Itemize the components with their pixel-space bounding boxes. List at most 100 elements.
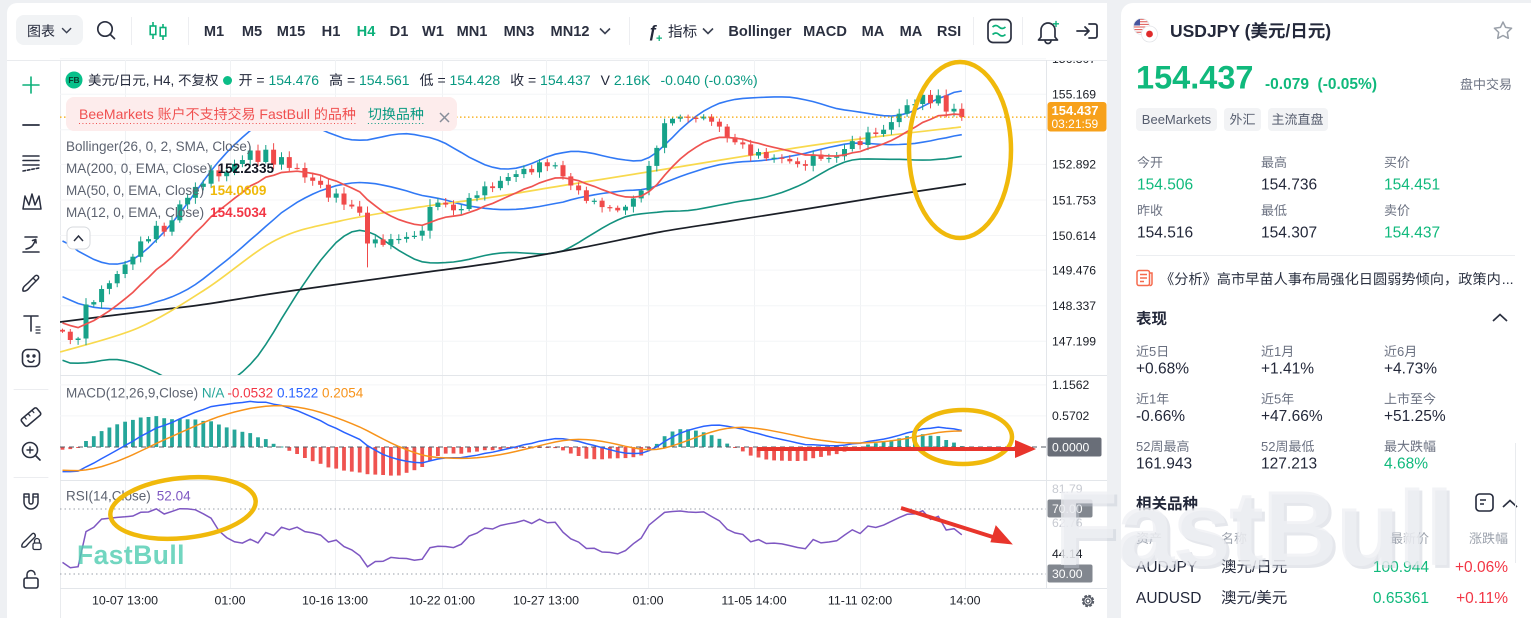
svg-text:03:21:59: 03:21:59 <box>1052 117 1099 131</box>
svg-text:81.79: 81.79 <box>1052 482 1083 496</box>
svg-text:FastBull: FastBull <box>256 106 314 122</box>
svg-text:154.437: 154.437 <box>1384 225 1440 242</box>
svg-text:RSI: RSI <box>937 24 961 40</box>
svg-text:151.753: 151.753 <box>1052 193 1096 207</box>
svg-text:0.1522: 0.1522 <box>277 386 322 401</box>
svg-text:-0.040 (-0.03%): -0.040 (-0.03%) <box>660 72 757 88</box>
svg-text:AUDUSD: AUDUSD <box>1136 590 1201 607</box>
svg-text:154.516: 154.516 <box>1137 225 1193 242</box>
svg-text:-0.079 (-0.05%): -0.079 (-0.05%) <box>1265 76 1377 93</box>
svg-text:): ) <box>1325 21 1331 41</box>
svg-text:MACD(12,26,9,Close): MACD(12,26,9,Close) <box>66 386 202 401</box>
svg-text:154.451: 154.451 <box>1384 177 1440 194</box>
svg-text:H4: H4 <box>357 24 377 40</box>
svg-text:147.199: 147.199 <box>1052 335 1096 349</box>
svg-text:154.428: 154.428 <box>450 72 501 88</box>
svg-text:52: 52 <box>1136 439 1151 454</box>
svg-text:+4.73%: +4.73% <box>1384 361 1437 378</box>
svg-text:10-22 01:00: 10-22 01:00 <box>409 594 475 608</box>
svg-text:44.14: 44.14 <box>1052 547 1083 561</box>
svg-text:H1: H1 <box>322 24 341 40</box>
svg-text:+0.11%: +0.11% <box>1456 590 1508 607</box>
svg-text:+0.06%: +0.06% <box>1455 559 1508 576</box>
svg-text:10-27 13:00: 10-27 13:00 <box>513 594 579 608</box>
svg-text:155.169: 155.169 <box>1052 88 1096 102</box>
svg-text:/: / <box>1252 590 1257 607</box>
svg-text:MA(50, 0, EMA, Close): MA(50, 0, EMA, Close) <box>66 183 204 198</box>
svg-text:+47.66%: +47.66% <box>1261 408 1323 425</box>
svg-text:154.437: 154.437 <box>1136 60 1254 96</box>
svg-text:+0.68%: +0.68% <box>1136 361 1189 378</box>
svg-text:154.476: 154.476 <box>268 72 319 88</box>
svg-text:V: V <box>601 72 614 88</box>
svg-text:MA: MA <box>862 24 885 40</box>
svg-text:2.16K: 2.16K <box>614 72 651 88</box>
svg-text:1.1562: 1.1562 <box>1052 378 1090 392</box>
svg-text:152.892: 152.892 <box>1052 158 1096 172</box>
svg-text:MACD: MACD <box>803 24 847 40</box>
svg-text:BeeMarkets: BeeMarkets <box>79 106 158 122</box>
svg-text:100.944: 100.944 <box>1373 559 1429 576</box>
svg-text:=: = <box>434 72 450 88</box>
svg-text:10-16 13:00: 10-16 13:00 <box>302 594 368 608</box>
svg-text:MA(200, 0, EMA, Close): MA(200, 0, EMA, Close) <box>66 161 212 176</box>
svg-text:D1: D1 <box>390 24 409 40</box>
svg-text:11-05 14:00: 11-05 14:00 <box>721 594 786 608</box>
svg-text:154.437: 154.437 <box>540 72 591 88</box>
svg-text:62.76: 62.76 <box>1052 516 1083 530</box>
svg-text:154.307: 154.307 <box>1261 225 1317 242</box>
svg-text:W1: W1 <box>422 24 444 40</box>
svg-text:154.0609: 154.0609 <box>210 183 266 198</box>
svg-text:1: 1 <box>1274 344 1281 359</box>
svg-text:154.506: 154.506 <box>1137 177 1193 194</box>
svg-text:=: = <box>253 72 269 88</box>
svg-text:-0.66%: -0.66% <box>1136 408 1185 425</box>
svg-text:Bollinger(26, 0, 2, SMA, Close: Bollinger(26, 0, 2, SMA, Close) <box>66 139 251 154</box>
svg-text:+: + <box>1053 17 1060 31</box>
svg-text:14:00: 14:00 <box>950 594 981 608</box>
svg-text:01:00: 01:00 <box>215 594 246 608</box>
svg-text:FastBull: FastBull <box>77 540 185 570</box>
svg-text:150.614: 150.614 <box>1052 229 1096 243</box>
svg-text:RSI(14,Close): RSI(14,Close) <box>66 489 151 504</box>
svg-text:MN12: MN12 <box>551 24 590 40</box>
svg-text:...: ... <box>1502 272 1514 288</box>
svg-text:10-07 13:00: 10-07 13:00 <box>92 594 158 608</box>
svg-text:MN1: MN1 <box>457 24 488 40</box>
svg-text:/: / <box>1252 559 1257 576</box>
svg-text:0.65361: 0.65361 <box>1373 590 1429 607</box>
svg-text:01:00: 01:00 <box>633 594 664 608</box>
svg-text:6: 6 <box>1397 344 1404 359</box>
svg-text:M5: M5 <box>242 24 262 40</box>
svg-text:MA: MA <box>900 24 923 40</box>
svg-text:Bollinger: Bollinger <box>728 24 792 40</box>
svg-text:FastBull: FastBull <box>1054 468 1452 588</box>
svg-text:AUDJPY: AUDJPY <box>1136 559 1197 576</box>
svg-text:FastBull: FastBull <box>1057 471 1455 591</box>
svg-text:MN3: MN3 <box>504 24 535 40</box>
svg-text:154.736: 154.736 <box>1261 177 1317 194</box>
svg-text:154.561: 154.561 <box>359 72 410 88</box>
svg-text:0.0000: 0.0000 <box>1052 441 1090 455</box>
svg-text:154.437: 154.437 <box>1052 103 1099 118</box>
svg-text:156.307: 156.307 <box>1052 52 1096 66</box>
svg-text:, H4,: , H4, <box>146 73 178 88</box>
svg-text:149.476: 149.476 <box>1052 263 1096 277</box>
svg-text:148.337: 148.337 <box>1052 299 1096 313</box>
svg-text:70.00: 70.00 <box>1052 502 1083 516</box>
svg-text:/: / <box>1285 21 1290 41</box>
svg-text:+1.41%: +1.41% <box>1261 361 1314 378</box>
svg-text:5: 5 <box>1274 392 1281 407</box>
svg-text:-0.0532: -0.0532 <box>227 386 277 401</box>
svg-text:0.5702: 0.5702 <box>1052 409 1090 423</box>
svg-text:FB: FB <box>68 75 79 85</box>
svg-text:BeeMarkets: BeeMarkets <box>1142 112 1212 127</box>
svg-text:11-11 02:00: 11-11 02:00 <box>828 594 892 608</box>
svg-text:=: = <box>343 72 359 88</box>
svg-text:=: = <box>524 72 540 88</box>
svg-text:MA(12, 0, EMA, Close): MA(12, 0, EMA, Close) <box>66 205 204 220</box>
svg-text:52.04: 52.04 <box>157 489 191 504</box>
svg-text:M1: M1 <box>204 24 224 40</box>
svg-text:/: / <box>115 73 119 88</box>
svg-text:+: + <box>656 33 662 45</box>
